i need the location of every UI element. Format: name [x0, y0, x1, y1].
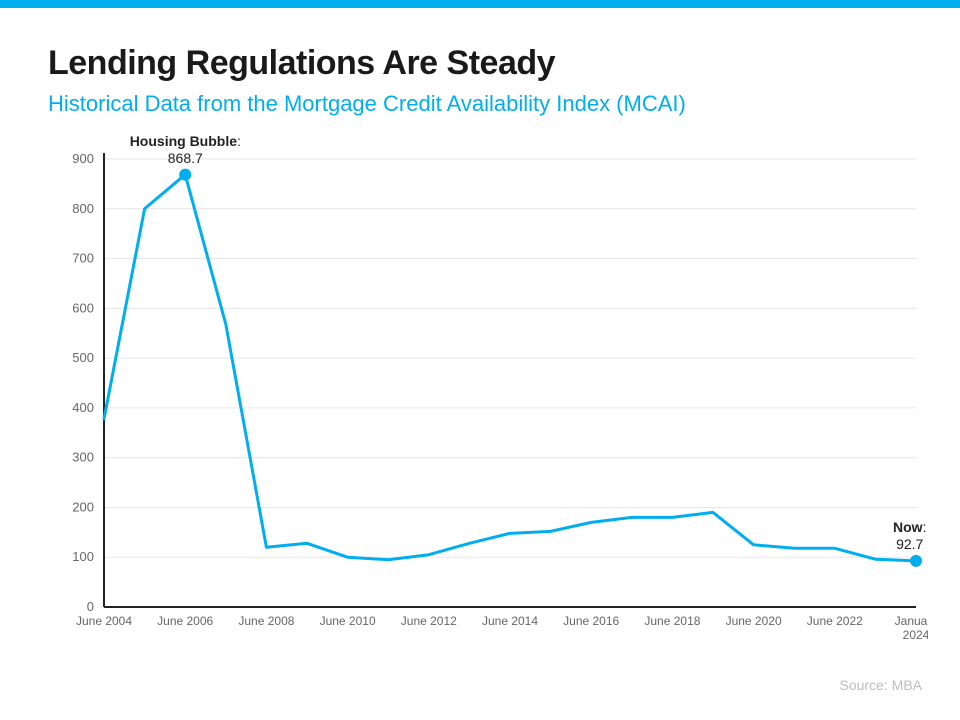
svg-text:June 2016: June 2016 — [563, 614, 619, 628]
svg-text:200: 200 — [72, 499, 94, 514]
svg-text:700: 700 — [72, 251, 94, 266]
svg-text:June 2008: June 2008 — [238, 614, 294, 628]
svg-text:800: 800 — [72, 201, 94, 216]
svg-text:600: 600 — [72, 300, 94, 315]
svg-text:900: 900 — [72, 151, 94, 166]
chart-container: Lending Regulations Are Steady Historica… — [0, 8, 960, 659]
svg-text:June 2004: June 2004 — [76, 614, 132, 628]
svg-text:June 2014: June 2014 — [482, 614, 538, 628]
svg-text:500: 500 — [72, 350, 94, 365]
top-accent-bar — [0, 0, 960, 8]
chart-area: 0 100 200 300 400 500 600 700 800 900 June 2004 Jun… — [48, 139, 928, 659]
svg-text:June 2006: June 2006 — [157, 614, 213, 628]
svg-text:June 2018: June 2018 — [644, 614, 700, 628]
svg-text:June 2022: June 2022 — [807, 614, 863, 628]
svg-text:300: 300 — [72, 450, 94, 465]
svg-text:400: 400 — [72, 400, 94, 415]
page-title: Lending Regulations Are Steady — [48, 44, 912, 83]
annotation-now: Now:92.7 — [893, 519, 926, 554]
svg-text:June 2010: June 2010 — [320, 614, 376, 628]
svg-text:2024: 2024 — [903, 628, 928, 642]
annotation-bubble: Housing Bubble:868.7 — [130, 133, 241, 168]
svg-text:100: 100 — [72, 549, 94, 564]
source-attribution: Source: MBA — [840, 677, 922, 693]
svg-text:January: January — [895, 614, 928, 628]
svg-text:0: 0 — [87, 599, 94, 614]
svg-text:June 2020: June 2020 — [726, 614, 782, 628]
line-chart-svg: 0 100 200 300 400 500 600 700 800 900 June 2004 Jun… — [48, 139, 928, 659]
svg-text:June 2012: June 2012 — [401, 614, 457, 628]
page-subtitle: Historical Data from the Mortgage Credit… — [48, 91, 912, 117]
